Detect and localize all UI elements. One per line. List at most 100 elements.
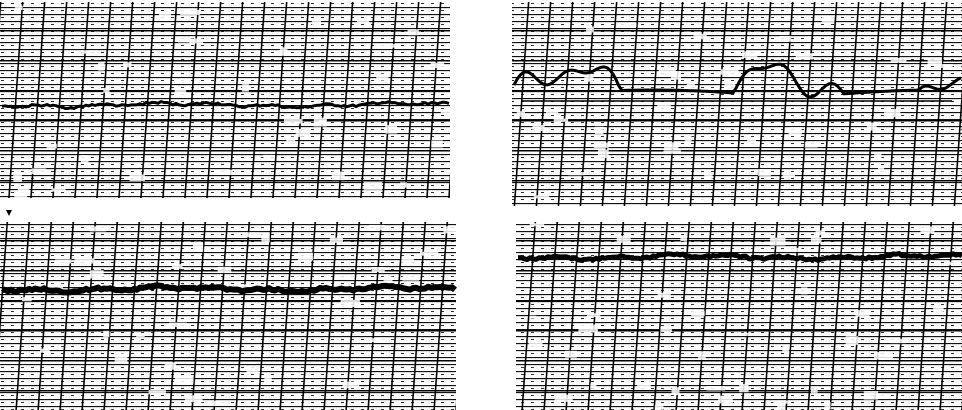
scan-blank [25,296,32,301]
scan-blank [810,386,818,393]
scan-blank [532,125,545,131]
scan-blank [407,29,419,36]
scan-blank [383,276,393,285]
scan-blank [782,345,790,352]
scan-blank [246,366,260,373]
scan-blank [671,387,680,396]
scan-blank [89,226,107,232]
scan-blank [568,171,585,176]
strip-panel [0,222,462,410]
scan-blank [660,326,672,332]
scan-blank [401,256,414,264]
scan-blank [758,168,771,176]
scan-blank [804,141,818,148]
scan-blank [430,62,445,69]
scan-blank [845,336,859,345]
scan-blank [590,383,597,389]
trace [1,100,450,111]
scan-blank [74,258,95,264]
scan-blank [385,125,398,134]
scan-blank [739,332,749,336]
scan-blank [706,385,726,391]
scan-blank [231,284,251,289]
scan-blank [686,82,695,89]
scan-blank [431,140,443,148]
scan-blank [342,381,360,389]
scan-blank [920,226,935,234]
scan-blank [174,89,187,98]
scan-blank [739,383,749,393]
scan-blank [159,13,172,19]
scan-blank [933,305,944,313]
scan-blank [586,313,601,318]
scan-blank [777,403,786,410]
scan-blank [400,182,408,188]
scan-blank [528,341,543,349]
scan-blank [654,405,664,410]
scan-blank [873,351,894,360]
scan-blank [340,299,360,308]
scan-blank [533,195,550,199]
trace [517,251,962,263]
scan-blank [782,173,795,178]
scan-blank [554,394,573,402]
scan-blank [704,172,713,179]
scan-blank [241,84,249,92]
trace [512,62,962,99]
scan-blank [184,395,203,403]
scan-blank [180,9,201,16]
scan-blank [311,18,321,26]
scan-blank [14,5,23,11]
scan-blank [180,78,190,83]
scan-blank [529,315,537,319]
scan-blank [217,266,232,274]
scan-blank [801,287,808,295]
scan-blank [684,134,692,143]
scan-blank [313,117,327,127]
strip-panel [516,222,962,410]
scan-blank [356,20,370,24]
scan-blank [123,62,132,68]
scan-blank [619,22,637,27]
scan-blank [770,237,786,246]
scan-blank [529,223,545,227]
scan-blank [40,348,50,353]
scan-blank [297,252,313,261]
scan-blank [742,51,758,58]
strip-panel [512,2,962,206]
scan-blank [335,275,355,280]
scan-blank [103,87,110,93]
scan-blank [718,395,733,404]
scan-blank [884,108,901,118]
scan-blank [380,44,401,48]
scan-blank [693,33,707,40]
scan-blank [329,237,343,243]
scan-blank [363,181,383,190]
scan-blank [747,139,757,145]
scan-blank [824,402,831,410]
scan-blank [720,69,739,75]
scan-blank [927,59,943,65]
scan-blank [691,310,705,317]
trace [1,282,457,296]
scan-blank [553,118,569,122]
scan-blank [261,233,270,243]
scan-blank [192,243,204,252]
scan-blank [947,261,958,266]
scan-blank [565,350,577,358]
scan-blank [14,192,28,201]
scan-blank [208,400,226,406]
scan-blank [279,47,288,56]
scan-blank [440,109,453,115]
scan-blank [368,224,385,231]
scan-blank [81,50,98,54]
scan-blank [784,247,802,253]
scan-blank [174,377,194,384]
scan-blank [698,351,706,360]
scan-blank [169,322,188,328]
scan-blank [189,38,204,44]
scan-blank [376,73,389,81]
scan-blank [516,111,526,117]
scan-blank [402,274,419,281]
